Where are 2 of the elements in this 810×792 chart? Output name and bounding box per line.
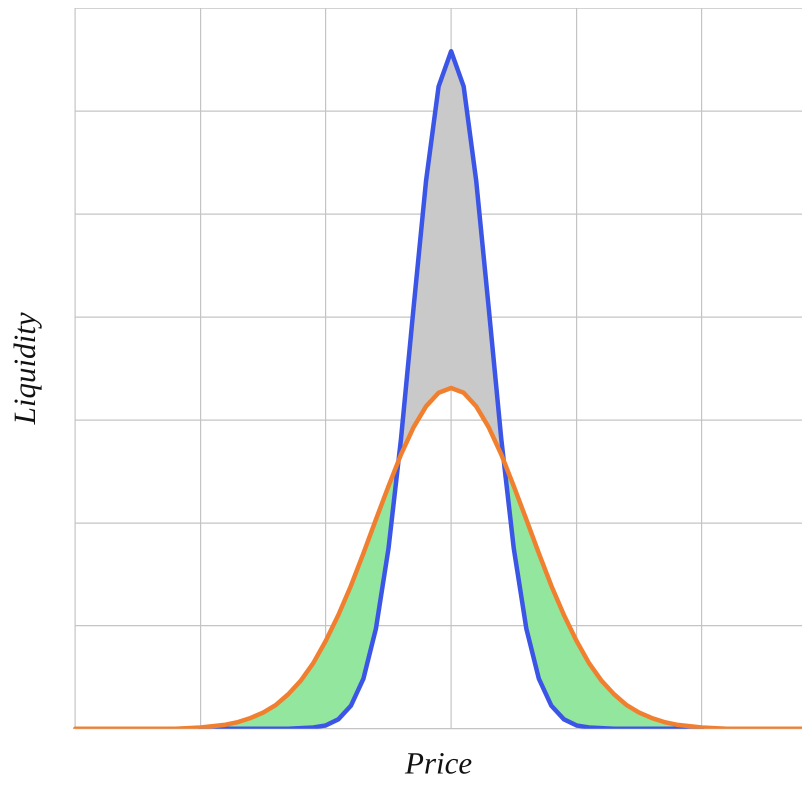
x-axis-title: Price: [404, 746, 472, 781]
y-axis-title: Liquidity: [6, 312, 42, 426]
